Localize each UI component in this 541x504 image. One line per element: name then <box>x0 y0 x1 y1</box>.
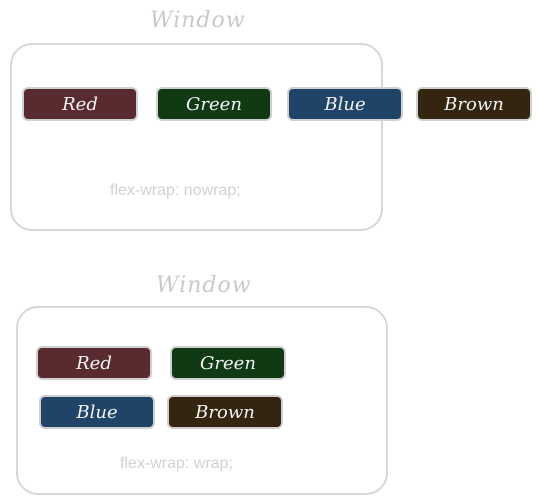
bottom-red-item: Red <box>36 346 152 380</box>
top-blue-item: Blue <box>287 87 403 121</box>
top-caption: flex-wrap: nowrap; <box>110 182 241 199</box>
top-window-frame <box>10 43 383 231</box>
top-red-item: Red <box>22 87 138 121</box>
bottom-caption: flex-wrap: wrap; <box>120 455 233 472</box>
bottom-window-frame <box>16 306 388 495</box>
bottom-brown-item: Brown <box>167 395 283 429</box>
top-green-item: Green <box>156 87 272 121</box>
top-window-title: Window <box>150 8 246 33</box>
bottom-blue-item: Blue <box>39 395 155 429</box>
bottom-window-title: Window <box>156 273 252 298</box>
bottom-green-item: Green <box>170 346 286 380</box>
top-brown-item: Brown <box>416 87 532 121</box>
